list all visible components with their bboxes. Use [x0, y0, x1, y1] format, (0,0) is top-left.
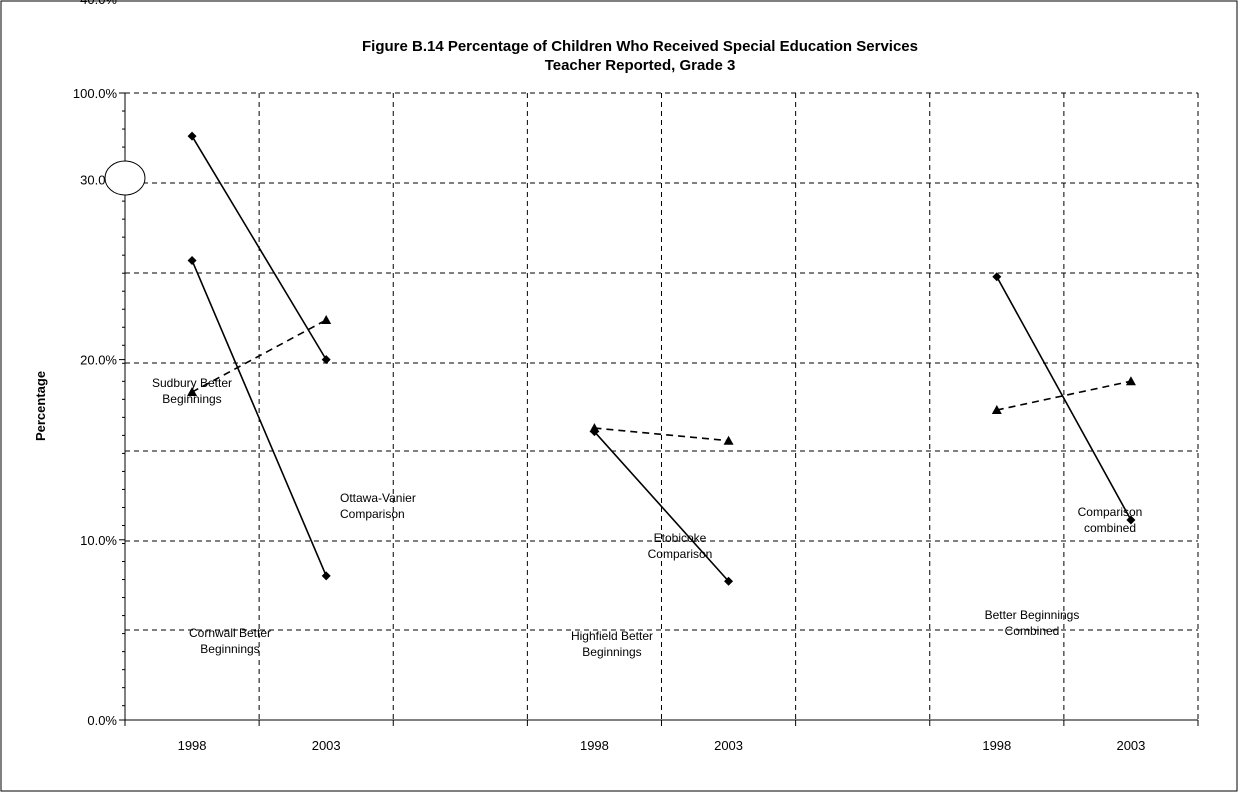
- axis-break-mark: [104, 160, 146, 196]
- x-tick-label: 1998: [982, 738, 1011, 753]
- data-point-diamond: [1126, 515, 1136, 525]
- y-axis-label: Percentage: [33, 371, 48, 441]
- series: [187, 131, 1136, 586]
- series-line: [593, 431, 730, 582]
- series-line: [594, 427, 729, 442]
- data-point-triangle: [589, 423, 600, 433]
- series-label-line: Cornwall Better: [189, 626, 271, 640]
- series-label: Sudbury Better Beginnings: [152, 376, 232, 406]
- y-tick-label: 10.0%: [80, 533, 117, 548]
- series-line: [191, 260, 327, 577]
- series-label: Highfield Better Beginnings: [571, 629, 653, 659]
- data-point-diamond: [187, 255, 197, 265]
- annotations: Sudbury Better Beginnings Cornwall Better B…: [152, 376, 1142, 659]
- series-label-line: Highfield Better: [571, 629, 653, 643]
- x-tick-label: 2003: [1116, 738, 1145, 753]
- series-label-line: Sudbury Better: [152, 376, 232, 390]
- series-label-line: Beginnings: [200, 642, 259, 656]
- data-point-triangle: [723, 435, 734, 445]
- series-label: Comparison combined: [1078, 505, 1143, 535]
- series-label-line: combined: [1084, 521, 1136, 535]
- axes: 0.0%10.0%20.0%30.0%40.0%50.0%100.0%19982…: [73, 0, 1199, 753]
- data-point-diamond: [321, 571, 331, 581]
- y-tick-label: 20.0%: [80, 353, 117, 368]
- series-label-line: Etobicoke: [654, 531, 707, 545]
- series-label-line: Comparison: [1078, 505, 1143, 519]
- series-line: [996, 380, 1132, 411]
- y-tick-label: 100.0%: [73, 86, 118, 101]
- series-label-line: Comparison: [648, 547, 713, 561]
- series-label-line: Beginnings: [162, 392, 221, 406]
- y-tick-label: 0.0%: [87, 713, 117, 728]
- series-line: [191, 319, 327, 393]
- data-point-triangle: [991, 405, 1002, 415]
- x-tick-label: 2003: [714, 738, 743, 753]
- data-point-diamond: [321, 355, 331, 365]
- series-label: Cornwall Better Beginnings: [189, 626, 271, 656]
- x-tick-label: 1998: [580, 738, 609, 753]
- data-point-triangle: [321, 314, 332, 324]
- x-tick-label: 2003: [312, 738, 341, 753]
- y-tick-label: 40.0%: [80, 0, 117, 7]
- series-label: Ottawa-Vanier Comparison: [340, 491, 416, 521]
- data-point-diamond: [724, 576, 734, 586]
- series-label-line: Better Beginnings: [985, 608, 1080, 622]
- series-label-line: Combined: [1005, 624, 1060, 638]
- chart-subtitle: Teacher Reported, Grade 3: [545, 57, 736, 74]
- series-label-line: Beginnings: [582, 645, 641, 659]
- data-point-triangle: [1125, 376, 1136, 386]
- series-label-line: Ottawa-Vanier: [340, 491, 416, 505]
- data-point-triangle: [187, 387, 198, 397]
- x-tick-label: 1998: [178, 738, 207, 753]
- data-point-diamond: [992, 272, 1002, 282]
- series-label-line: Comparison: [340, 507, 405, 521]
- series-line: [191, 135, 327, 361]
- data-point-diamond: [187, 131, 197, 141]
- series-line: [996, 276, 1132, 521]
- grid: [125, 92, 1199, 720]
- chart-title: Figure B.14 Percentage of Children Who R…: [362, 38, 918, 55]
- series-label: Better Beginnings Combined: [985, 608, 1080, 638]
- series-label: Etobicoke Comparison: [648, 531, 713, 561]
